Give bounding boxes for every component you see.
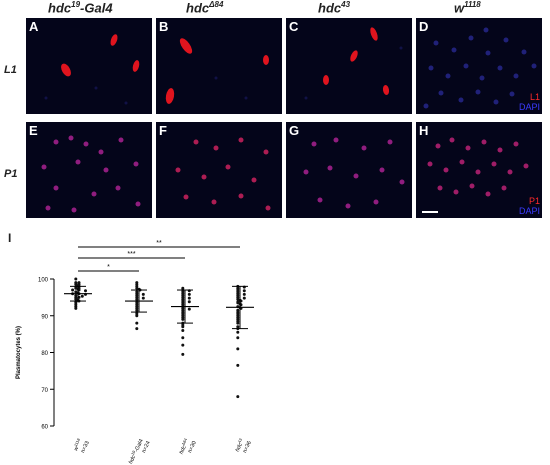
legend-red-label: L1: [529, 92, 540, 102]
micrograph-panel-b: B: [156, 18, 282, 114]
panel-letter: B: [159, 19, 169, 34]
x-category-label: hdcΔ84: [177, 437, 191, 456]
data-point: [71, 288, 75, 292]
legend-red-label: P1: [528, 196, 540, 206]
series-group: [64, 277, 92, 310]
data-point: [181, 343, 185, 347]
column-header-3: hdc43: [318, 0, 351, 16]
data-point: [141, 292, 145, 296]
data-point: [74, 277, 78, 281]
micrograph-image: [423, 27, 537, 109]
panel-letter: F: [159, 123, 167, 138]
data-point: [141, 296, 145, 300]
y-tick-label: 100: [38, 278, 49, 284]
data-point: [236, 363, 240, 367]
data-point: [187, 292, 191, 296]
micrograph-image: [304, 27, 403, 100]
y-tick-label: 90: [41, 314, 48, 320]
y-tick-label: 70: [41, 388, 48, 394]
x-category-n: n=24: [141, 440, 152, 454]
micrograph-image: [44, 34, 140, 105]
micrograph-image: [427, 137, 529, 197]
data-point: [135, 314, 139, 318]
micrograph-panel-c: C: [286, 18, 412, 114]
x-category-label: hdc19-Gal4: [126, 437, 145, 465]
panel-letter: A: [29, 19, 39, 34]
panel-letter: H: [419, 123, 429, 138]
significance-label: **: [156, 240, 162, 247]
data-point: [84, 289, 87, 293]
panel-letter: D: [419, 19, 429, 34]
data-point: [187, 307, 191, 311]
panel-letter: G: [289, 123, 300, 138]
data-point: [181, 336, 185, 340]
data-point: [242, 292, 246, 296]
micrograph-panel-h: H P1 DAPI: [416, 122, 542, 218]
series-group: [171, 286, 199, 356]
series-group: [125, 281, 153, 331]
data-point: [236, 330, 240, 334]
column-header-1: hdc19-Gal4: [48, 0, 113, 16]
micrograph-panel-a: A: [26, 18, 152, 114]
data-point: [187, 300, 191, 304]
data-point: [181, 352, 185, 356]
micrograph-image: [165, 38, 269, 104]
data-point: [135, 327, 139, 331]
micrograph-image: [303, 137, 405, 209]
data-point: [236, 321, 240, 325]
data-point: [236, 336, 240, 340]
panel-letter-i: I: [8, 231, 12, 245]
micrograph-panel-e: E: [26, 122, 152, 218]
data-point: [74, 306, 78, 310]
micrograph-panel-f: F: [156, 122, 282, 218]
series-group: [226, 284, 254, 399]
y-axis-label: Plasmatocytes (%): [16, 326, 22, 379]
legend-blue-label: DAPI: [518, 102, 540, 112]
column-header-4: w1118: [454, 0, 481, 16]
legend-blue-label: DAPI: [518, 206, 540, 216]
y-tick-label: 80: [41, 351, 48, 357]
data-point: [80, 294, 84, 298]
data-point: [181, 325, 185, 329]
column-header-2: hdcΔ84: [186, 0, 224, 16]
x-category-n: n=30: [187, 440, 198, 454]
data-point: [187, 296, 191, 300]
row-label-l1: L1: [4, 64, 17, 76]
data-point: [242, 296, 246, 300]
y-tick-label: 60: [41, 425, 48, 431]
micrograph-panel-d: D L1 DAPI: [416, 18, 542, 114]
panel-letter: E: [29, 123, 38, 138]
x-category-label: hdc43: [233, 437, 246, 453]
scale-bar: [422, 211, 438, 213]
data-point: [242, 289, 246, 293]
legend: P1 DAPI: [519, 196, 540, 216]
significance-label: *: [107, 264, 110, 271]
data-point: [181, 328, 185, 332]
x-category-n: n=33: [80, 440, 91, 454]
x-category-n: n=36: [242, 440, 253, 454]
panel-letter: C: [289, 19, 299, 34]
micrograph-panel-g: G: [286, 122, 412, 218]
data-point: [135, 321, 139, 325]
data-point: [181, 317, 185, 321]
micrograph-image: [175, 137, 271, 211]
data-point: [236, 347, 240, 351]
legend: L1 DAPI: [519, 92, 540, 112]
significance-label: ***: [127, 251, 135, 258]
data-point: [236, 395, 240, 399]
micrograph-image: [41, 135, 141, 213]
row-label-p1: P1: [4, 168, 18, 180]
x-category-label: w1118: [71, 437, 84, 452]
